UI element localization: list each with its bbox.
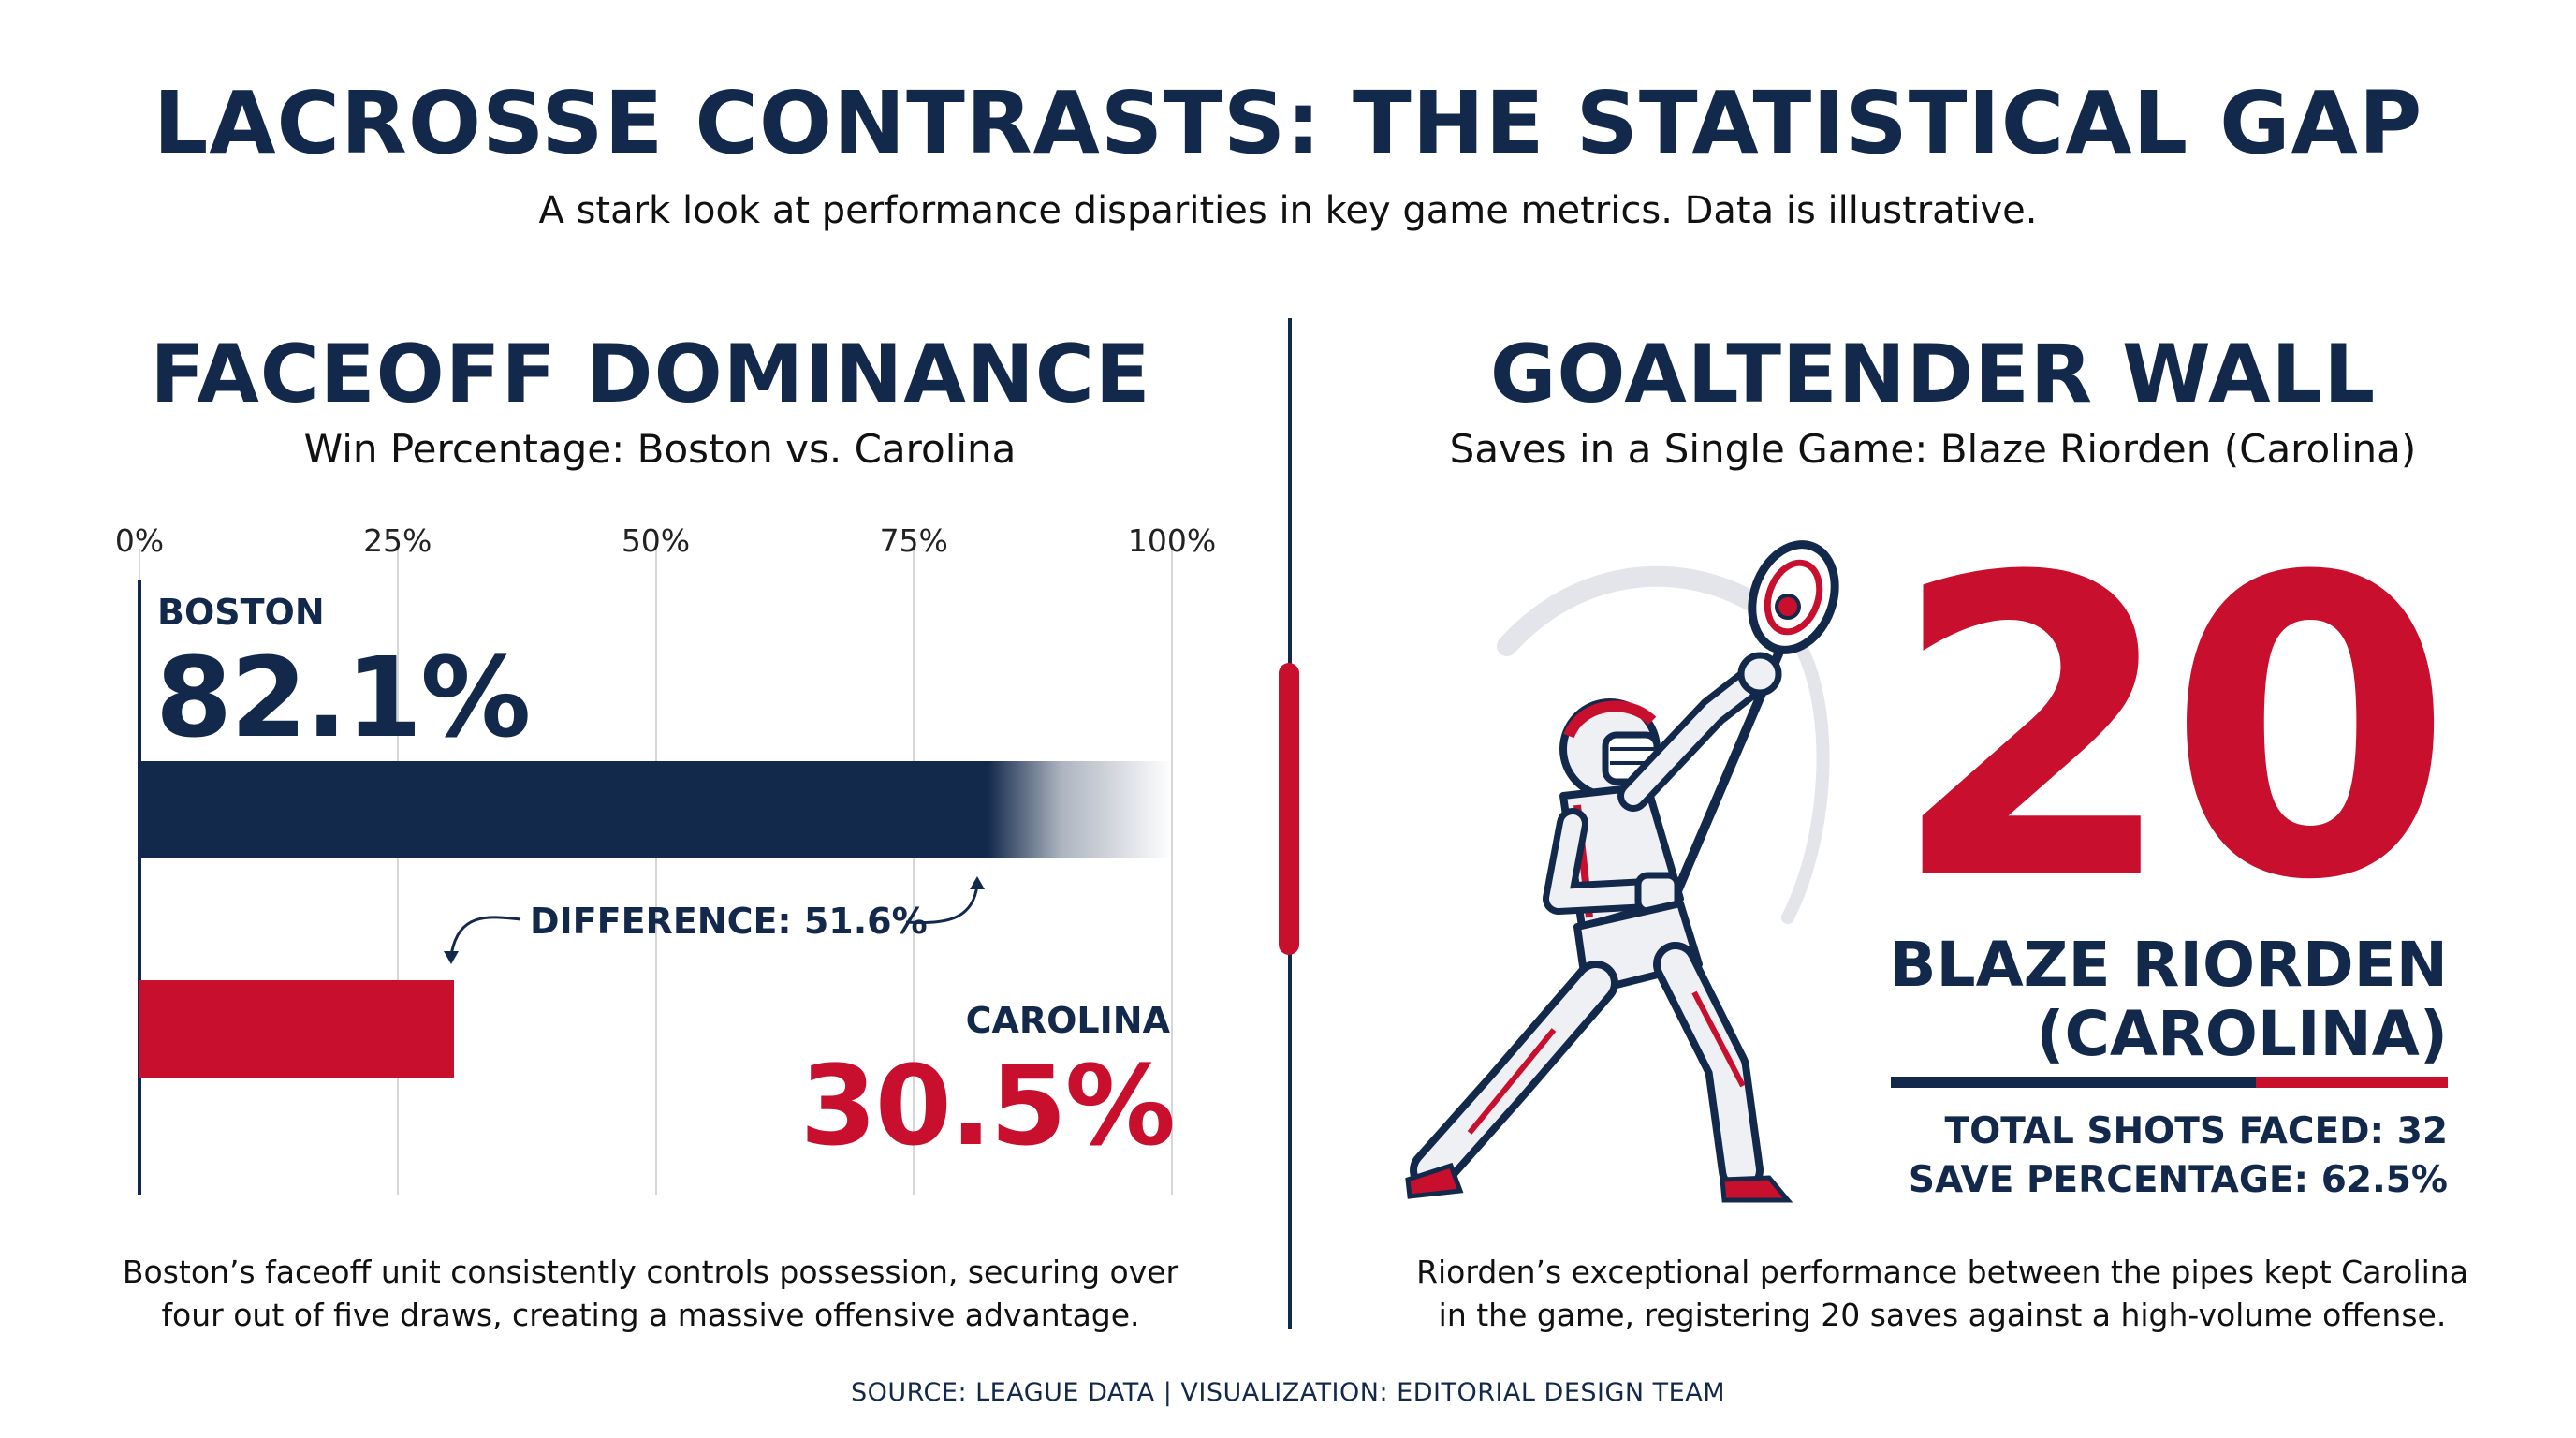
- page-subtitle: A stark look at performance disparities …: [538, 189, 2038, 232]
- x-tick-label: 75%: [879, 522, 948, 559]
- faceoff-note-line: Boston’s faceoff unit consistently contr…: [122, 1254, 1179, 1290]
- faceoff-subtitle: Win Percentage: Boston vs. Carolina: [303, 426, 1017, 472]
- player-team: (CAROLINA): [2036, 998, 2448, 1070]
- goalie-title: GOALTENDER WALL: [1489, 328, 2377, 421]
- save-percentage: SAVE PERCENTAGE: 62.5%: [1908, 1159, 2448, 1201]
- x-tick-label: 25%: [363, 522, 432, 559]
- boston-bar: [139, 761, 988, 858]
- total-shots-faced: TOTAL SHOTS FACED: 32: [1944, 1110, 2448, 1152]
- gridline: [1171, 549, 1173, 1195]
- boston-value-label: 82.1%: [155, 633, 531, 762]
- carolina-value-label: 30.5%: [799, 1041, 1176, 1170]
- goalie-note-line: in the game, registering 20 saves agains…: [1438, 1297, 2447, 1333]
- x-tick-label: 50%: [621, 522, 691, 559]
- y-axis-line: [138, 580, 141, 1195]
- source-credit: SOURCE: LEAGUE DATA | VISUALIZATION: EDI…: [850, 1378, 1725, 1407]
- faceoff-title: FACEOFF DOMINANCE: [150, 328, 1151, 421]
- goalie-note: Riorden’s exceptional performance betwee…: [1329, 1251, 2555, 1337]
- carolina-bar: [139, 980, 455, 1078]
- lacrosse-goalie-icon: [1405, 540, 1839, 1203]
- underline-red: [2256, 1077, 2448, 1088]
- gridline: [654, 549, 657, 1195]
- page-title: LACROSSE CONTRASTS: THE STATISTICAL GAP: [153, 73, 2423, 173]
- divider-accent: [1279, 663, 1299, 955]
- carolina-label: CAROLINA: [965, 1000, 1170, 1041]
- difference-label: DIFFERENCE: 51.6%: [530, 901, 928, 942]
- faceoff-chart: 0% 25% 50% 75% 100% BOSTON 82.1% CAROLIN…: [0, 0, 1282, 1311]
- gridline: [913, 549, 915, 1195]
- faceoff-note-line: four out of five draws, creating a massi…: [161, 1297, 1140, 1333]
- x-tick-label: 0%: [114, 522, 165, 559]
- saves-big-number: 20: [1889, 491, 2453, 970]
- gridline: [396, 549, 399, 1195]
- difference-arrows: [444, 876, 985, 964]
- goalie-note-line: Riorden’s exceptional performance betwee…: [1416, 1254, 2468, 1290]
- goalie-subtitle: Saves in a Single Game: Blaze Riorden (C…: [1449, 426, 2417, 472]
- player-name: BLAZE RIORDEN: [1889, 929, 2448, 1001]
- boston-bar-track: [987, 761, 1172, 858]
- x-tick-label: 100%: [1127, 522, 1217, 559]
- boston-label: BOSTON: [157, 592, 325, 633]
- underline-navy: [1891, 1077, 2256, 1088]
- faceoff-note: Boston’s faceoff unit consistently contr…: [19, 1251, 1282, 1337]
